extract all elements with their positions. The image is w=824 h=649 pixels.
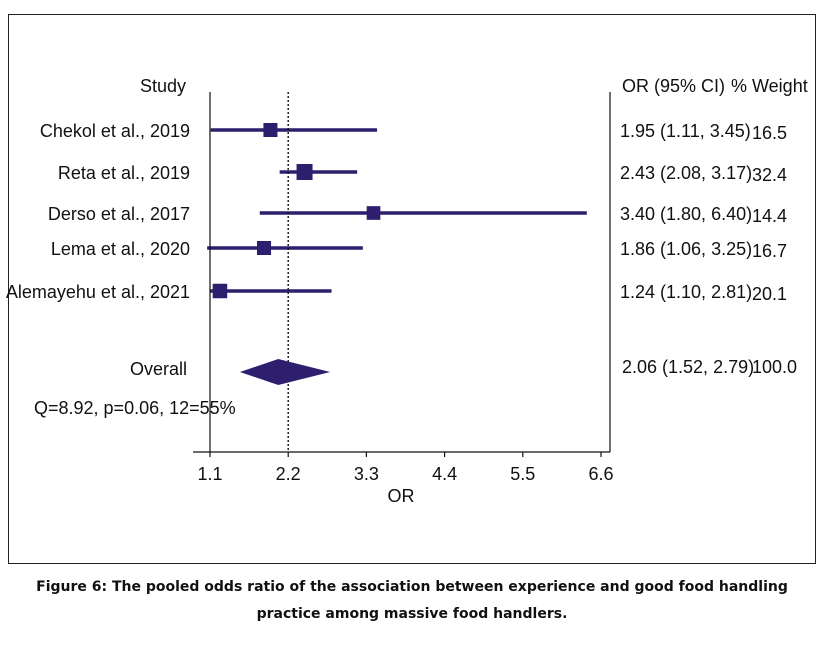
study-name: Chekol et al., 2019 xyxy=(40,121,190,141)
point-estimate-marker xyxy=(366,206,381,220)
study-name: Derso et al., 2017 xyxy=(48,204,190,224)
x-tick-label: 5.5 xyxy=(510,464,535,484)
study-row: Reta et al., 2019 2.43 (2.08, 3.17) 32.4 xyxy=(58,163,787,185)
study-ci-text: 1.86 (1.06, 3.25) xyxy=(620,239,752,259)
study-name: Lema et al., 2020 xyxy=(51,239,190,259)
x-tick-label: 2.2 xyxy=(276,464,301,484)
point-estimate-marker xyxy=(212,283,228,299)
study-ci-text: 1.24 (1.10, 2.81) xyxy=(620,282,752,302)
forest-plot: Study OR (95% CI) % Weight Chekol et al.… xyxy=(6,76,808,506)
study-row: Lema et al., 2020 1.86 (1.06, 3.25) 16.7 xyxy=(51,239,787,261)
study-weight-text: 20.1 xyxy=(752,284,787,304)
x-ticks: 1.1 2.2 3.3 4.4 5.5 6.6 xyxy=(197,452,614,484)
x-tick-label: 1.1 xyxy=(197,464,222,484)
study-ci-text: 3.40 (1.80, 6.40) xyxy=(620,204,752,224)
caption-line-1: Figure 6: The pooled odds ratio of the a… xyxy=(36,579,788,595)
study-row: Derso et al., 2017 3.40 (1.80, 6.40) 14.4 xyxy=(48,204,787,226)
study-ci-text: 2.43 (2.08, 3.17) xyxy=(620,163,752,183)
study-column-header: Study xyxy=(140,76,186,96)
x-tick-label: 3.3 xyxy=(354,464,379,484)
x-axis-label: OR xyxy=(388,486,415,506)
study-weight-text: 16.7 xyxy=(752,241,787,261)
study-name: Alemayehu et al., 2021 xyxy=(6,282,190,302)
overall-ci-text: 2.06 (1.52, 2.79) xyxy=(622,357,754,377)
figure-caption: Figure 6: The pooled odds ratio of the a… xyxy=(0,574,824,628)
overall-weight-text: 100.0 xyxy=(752,357,797,377)
weight-column-header: % Weight xyxy=(731,76,808,96)
study-row: Chekol et al., 2019 1.95 (1.11, 3.45) 16.5 xyxy=(40,121,787,143)
caption-line-2: practice among massive food handlers. xyxy=(256,606,568,622)
figure-frame xyxy=(8,14,816,564)
ci-column-header: OR (95% CI) xyxy=(622,76,725,96)
heterogeneity-text: Q=8.92, p=0.06, 12=55% xyxy=(34,398,236,418)
study-name: Reta et al., 2019 xyxy=(58,163,190,183)
study-weight-text: 14.4 xyxy=(752,206,787,226)
study-weight-text: 32.4 xyxy=(752,165,787,185)
study-weight-text: 16.5 xyxy=(752,123,787,143)
point-estimate-marker xyxy=(296,164,313,180)
x-tick-label: 6.6 xyxy=(588,464,613,484)
point-estimate-marker xyxy=(263,123,278,137)
study-row: Alemayehu et al., 2021 1.24 (1.10, 2.81) 2… xyxy=(6,282,787,304)
overall-diamond xyxy=(239,359,331,385)
study-ci-text: 1.95 (1.11, 3.45) xyxy=(620,121,751,141)
overall-label: Overall xyxy=(130,359,187,379)
x-tick-label: 4.4 xyxy=(432,464,457,484)
point-estimate-marker xyxy=(257,240,272,256)
study-rows: Chekol et al., 2019 1.95 (1.11, 3.45) 16.5… xyxy=(6,121,787,304)
